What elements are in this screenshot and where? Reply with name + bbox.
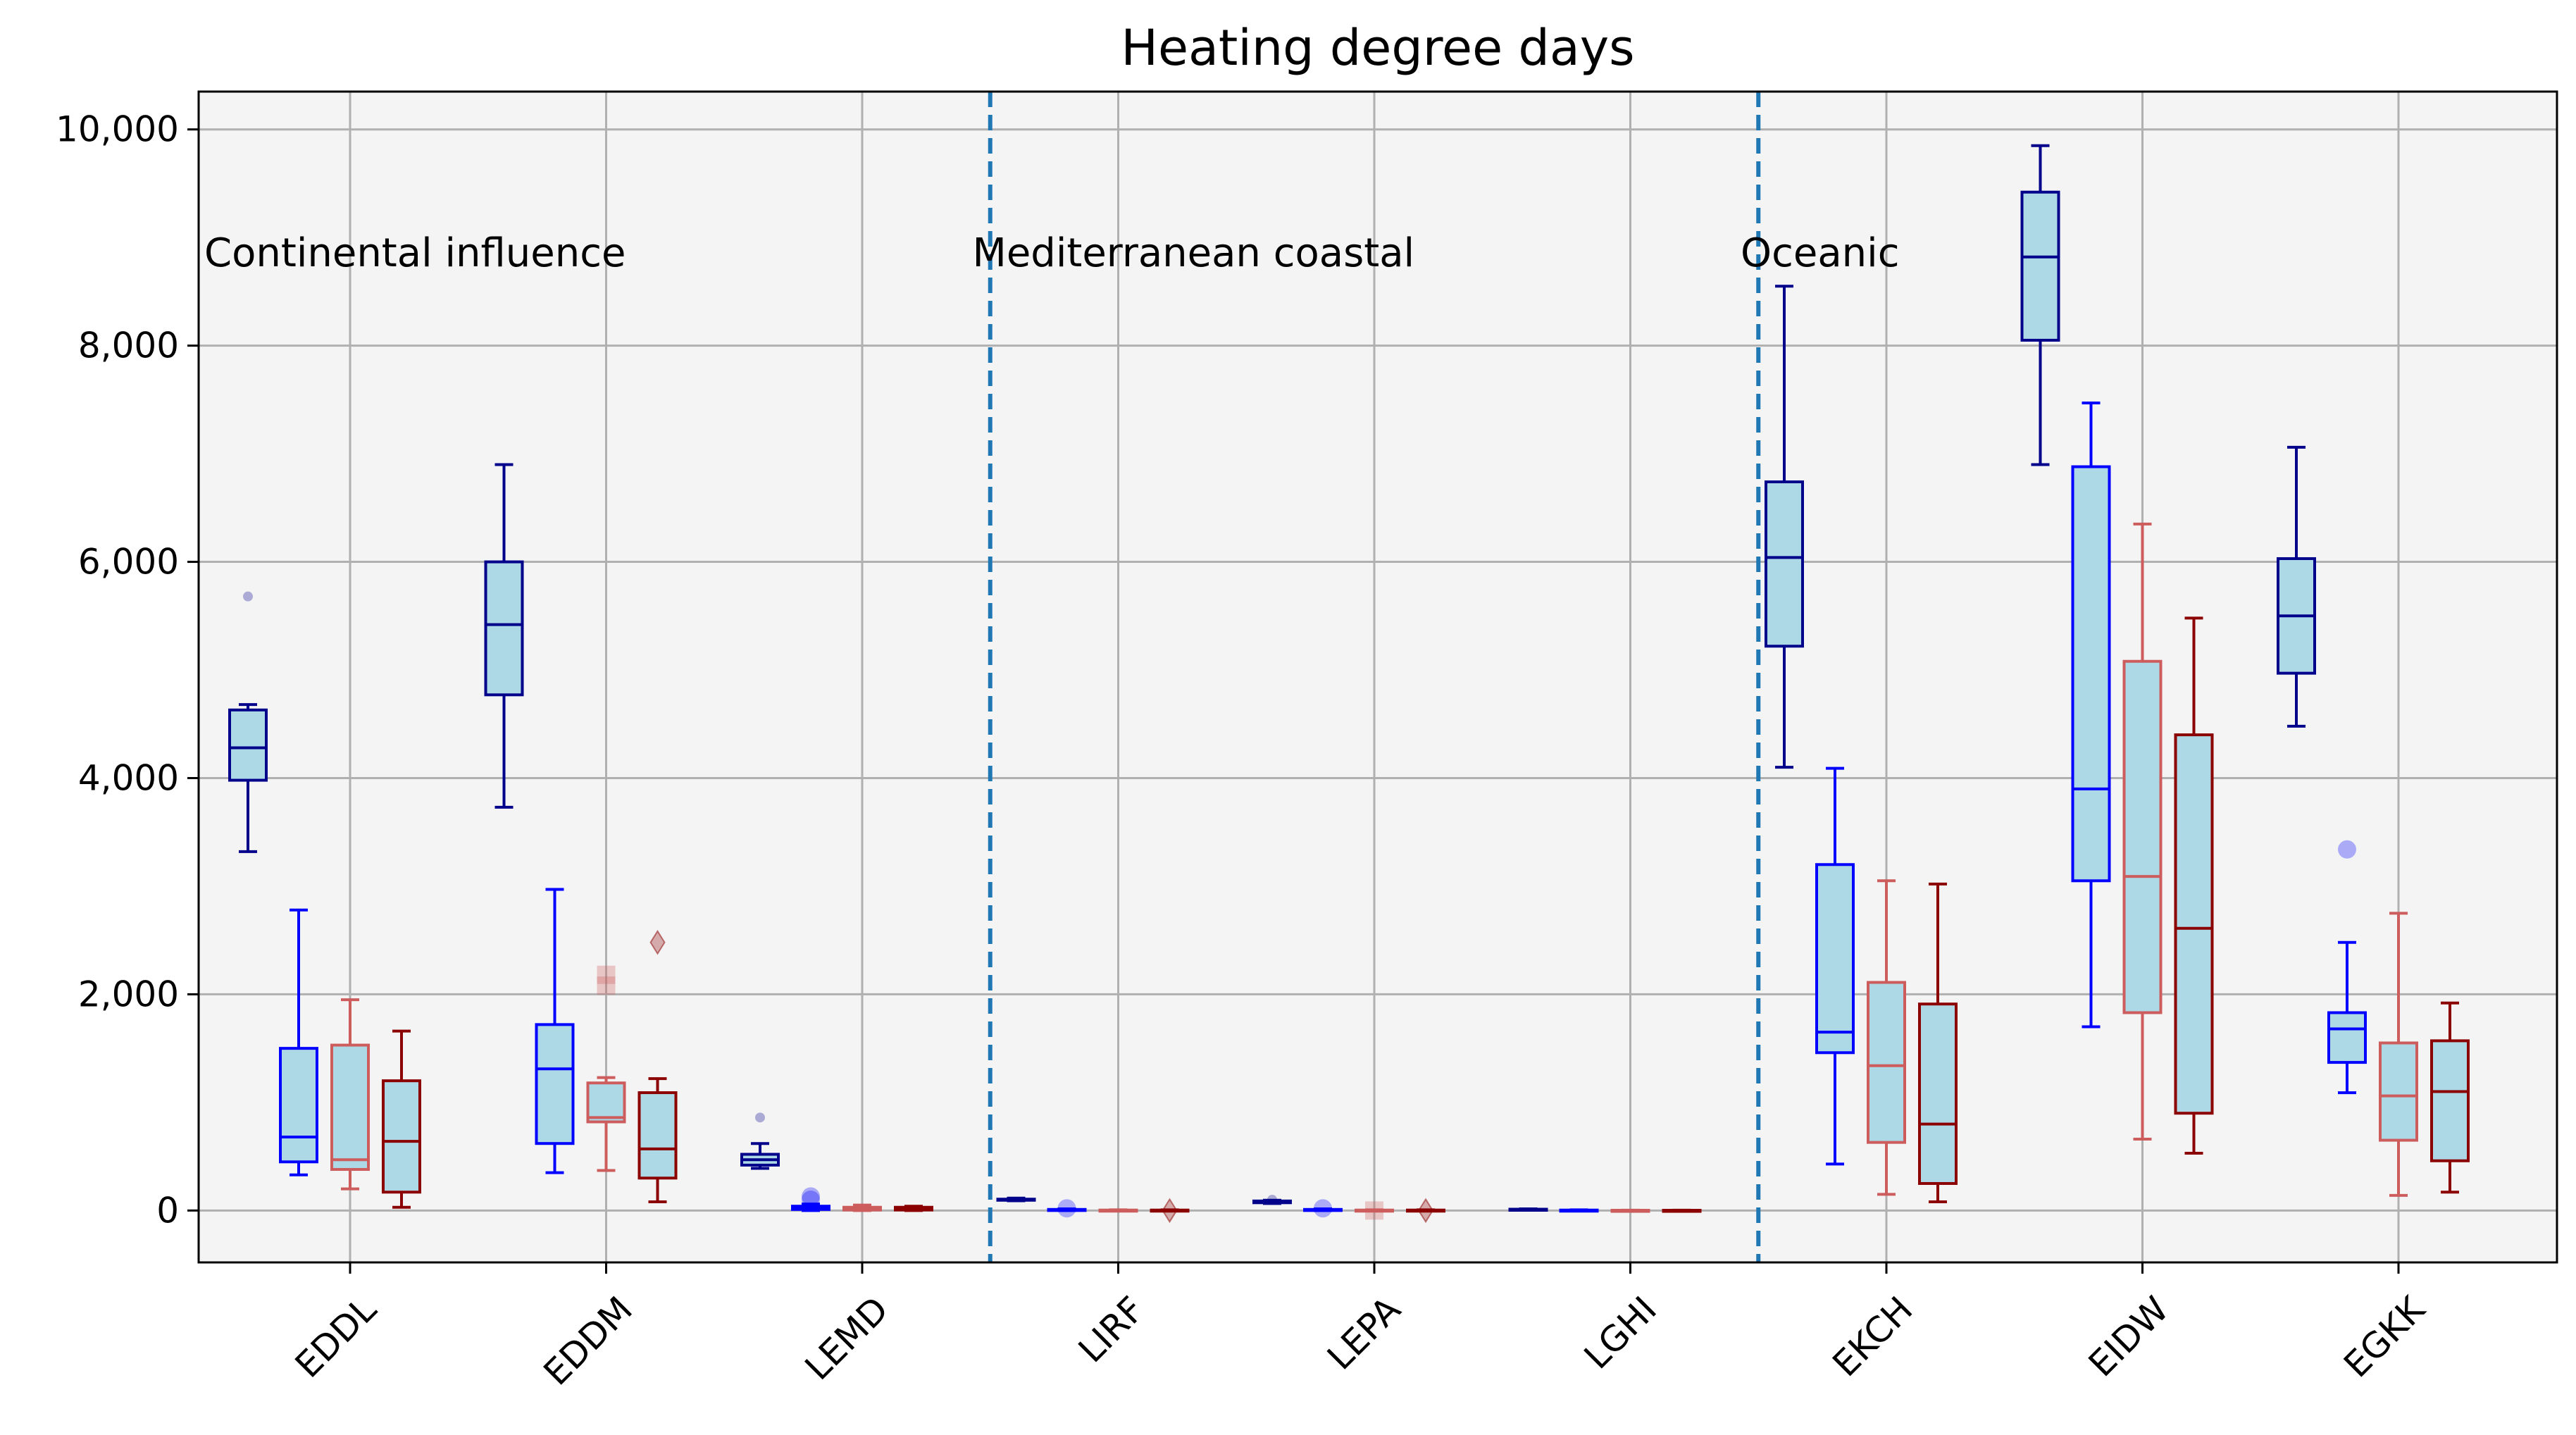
region-labels: Continental influence Mediterranean coast… [204, 230, 1899, 276]
outlier-point [649, 929, 666, 955]
plot-frame [197, 90, 2558, 1264]
box [279, 1047, 318, 1164]
y-tick-label: 8,000 [78, 325, 179, 366]
box [2327, 1011, 2367, 1064]
box [1867, 981, 1906, 1144]
region-label: Oceanic [1741, 230, 1899, 276]
outlier-point [1417, 1198, 1434, 1224]
box [2020, 190, 2060, 342]
box [1918, 1002, 1958, 1185]
grid [199, 92, 2557, 1262]
x-tick-label: LIRF [1071, 1288, 1152, 1370]
y-tick-label: 6,000 [78, 542, 179, 583]
series-3 [330, 522, 2418, 1220]
y-tick-label: 2,000 [78, 974, 179, 1014]
box [228, 708, 268, 782]
series-4 [382, 616, 2470, 1224]
outlier-point [1057, 1199, 1076, 1218]
box [586, 1081, 626, 1124]
box [1765, 480, 1804, 648]
x-tick-label: EDDM [536, 1288, 640, 1393]
outlier-point [1162, 1198, 1178, 1224]
x-tick-label: LGHI [1576, 1288, 1665, 1377]
box [2174, 733, 2214, 1115]
outlier-point [1267, 1194, 1277, 1205]
series-1 [228, 144, 2316, 1212]
box [535, 1023, 575, 1145]
region-label: Continental influence [204, 230, 626, 276]
box [2122, 659, 2163, 1014]
x-tick-label: EIDW [2081, 1288, 2177, 1384]
series-2 [279, 401, 2367, 1218]
outlier-point [802, 1190, 820, 1209]
outlier-point [802, 1187, 820, 1206]
y-tick-label: 10,000 [56, 109, 179, 150]
outlier-point [243, 591, 253, 602]
x-axis: EDDL EDDM LEMD LIRF LEPA LGHI EKCH EIDW EGKK [287, 1262, 2433, 1393]
outlier-point [2338, 840, 2356, 859]
outlier-point [597, 976, 616, 995]
x-tick-label: EDDL [287, 1288, 385, 1386]
y-tick-label: 4,000 [78, 757, 179, 798]
region-separators [988, 92, 1761, 1262]
y-tick-label: 0 [156, 1190, 179, 1231]
y-axis: 0 2,000 4,000 6,000 8,000 10,000 [56, 109, 199, 1231]
plot-area [199, 92, 2557, 1262]
outlier-point [1314, 1199, 1332, 1218]
x-tick-label: EKCH [1825, 1288, 1921, 1384]
box [330, 1043, 370, 1172]
outlier-point [597, 965, 616, 984]
box [2379, 1041, 2418, 1142]
chart-title: Heating degree days [1121, 19, 1634, 77]
outlier-point [755, 1112, 765, 1123]
box [1815, 863, 1855, 1055]
region-label: Mediterranean coastal [973, 230, 1415, 276]
outlier-point [1365, 1201, 1383, 1220]
box [484, 560, 524, 697]
box [2071, 465, 2111, 883]
box-series [228, 144, 2470, 1224]
x-tick-label: LEMD [797, 1288, 897, 1388]
box [2430, 1039, 2470, 1162]
x-tick-label: EGKK [2336, 1288, 2433, 1386]
box [637, 1091, 678, 1180]
x-tick-label: LEPA [1319, 1288, 1408, 1377]
box [382, 1079, 421, 1194]
